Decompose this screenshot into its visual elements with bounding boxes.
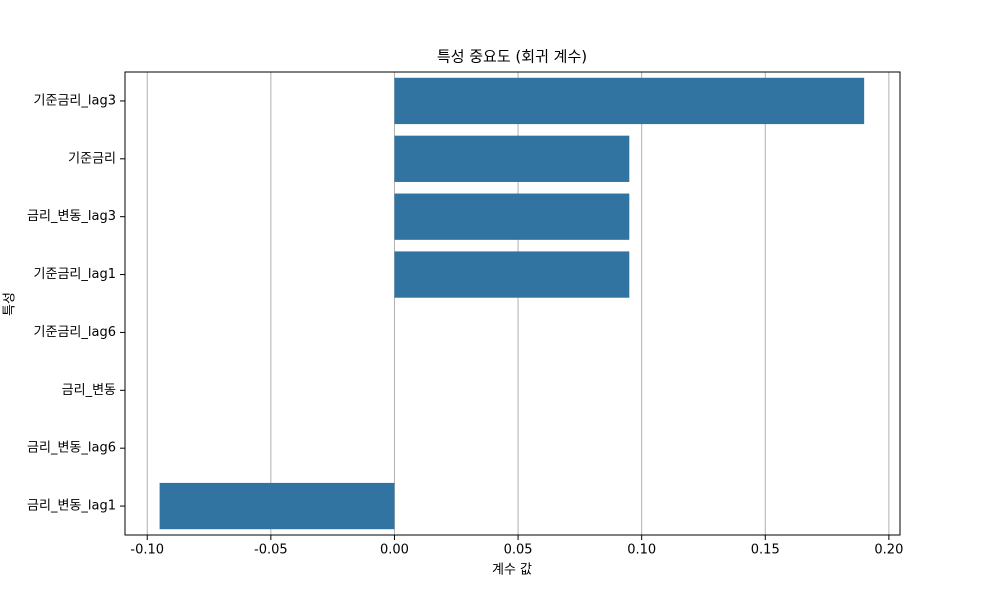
plot-frame [124,71,901,536]
y-tick-label: 기준금리 [68,151,116,166]
x-tick-label: -0.05 [254,543,288,558]
y-tick-label: 금리_변동_lag6 [27,441,116,456]
x-tick-label: 0.00 [380,543,409,558]
y-tick-label: 기준금리_lag3 [34,93,116,108]
y-tick-label: 기준금리_lag1 [34,267,116,282]
bar [394,251,630,298]
y-tick-label: 금리_변동_lag1 [27,499,116,514]
chart-title: 특성 중요도 (회귀 계수) [437,48,587,66]
y-tick-label: 기준금리_lag6 [34,325,116,340]
bar [394,193,630,240]
y-tick-label: 금리_변동_lag3 [27,209,116,224]
x-tick-label: 0.20 [874,543,903,558]
x-tick-label: 0.15 [751,543,780,558]
x-tick-label: 0.10 [627,543,656,558]
x-tick-label: 0.05 [504,543,533,558]
bar [394,77,865,125]
x-axis-label: 계수 값 [492,563,532,578]
bar [159,482,395,530]
x-tick-label: -0.10 [130,543,164,558]
y-axis-label: 특성 [3,292,18,316]
bar [394,135,630,182]
y-tick-label: 금리_변동 [62,383,116,398]
